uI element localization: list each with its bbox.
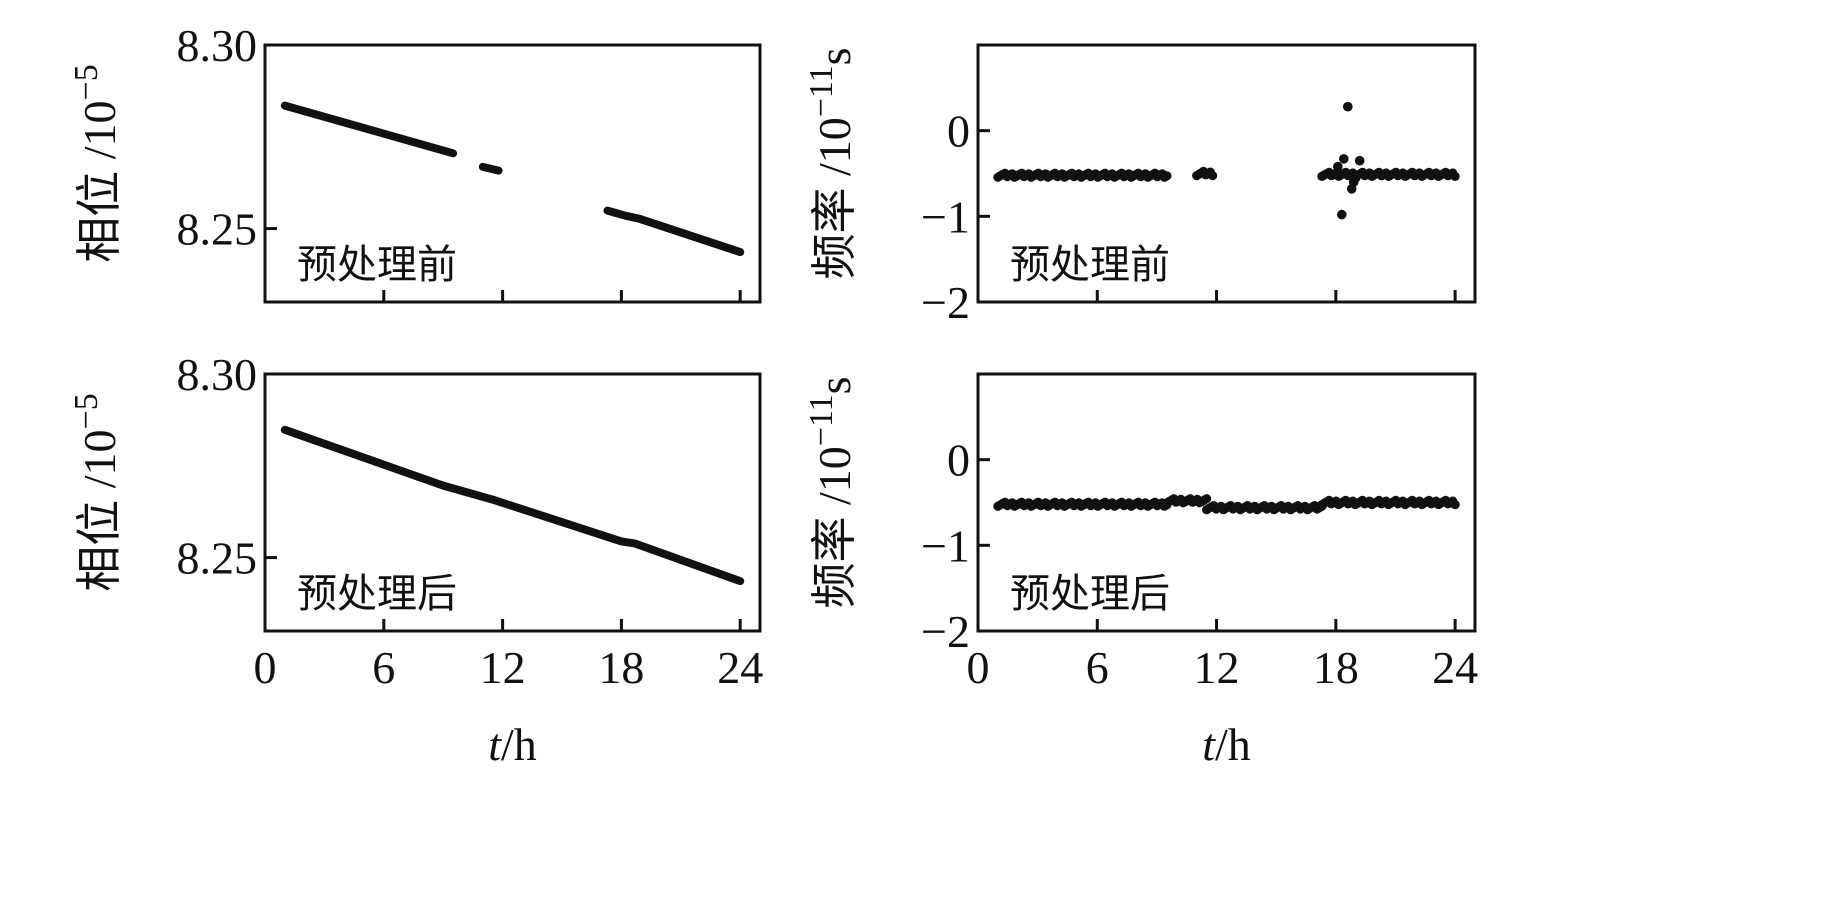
plot-frame xyxy=(976,372,1477,633)
y-axis-label-main: 频率 /10 xyxy=(809,446,860,608)
data-point xyxy=(1162,171,1172,181)
panel-note: 预处理前 xyxy=(1010,242,1170,288)
x-tick-label: 12 xyxy=(480,642,526,693)
series-line xyxy=(478,162,503,175)
panel-note: 预处理前 xyxy=(297,242,457,288)
x-tick-label: 24 xyxy=(1432,642,1478,693)
y-axis-label-main: 相位 /10 xyxy=(74,429,125,591)
y-tick-label: 8.30 xyxy=(177,349,258,400)
plot-frame xyxy=(263,43,762,304)
x-tick-label: 6 xyxy=(1086,642,1109,693)
y-tick-label: −1 xyxy=(921,191,970,242)
x-axis-label-var: t xyxy=(488,719,502,770)
series-line xyxy=(280,425,745,586)
data-point xyxy=(1450,500,1460,510)
y-tick-label: −2 xyxy=(921,277,970,328)
outlier-point xyxy=(1337,209,1347,220)
x-tick-label: 18 xyxy=(1313,642,1359,693)
panel-phase-before: 8.25 8.30 预处理前 相位 /10−5 xyxy=(68,20,762,304)
x-axis-label-unit: /h xyxy=(1215,719,1251,770)
y-tick-label: 8.30 xyxy=(177,20,258,71)
x-tick-label: 6 xyxy=(372,642,395,693)
y-axis-label-exponent: −11 xyxy=(803,394,840,446)
data-point xyxy=(1450,171,1460,181)
x-tick-label: 0 xyxy=(254,642,277,693)
y-tick-label: 0 xyxy=(947,106,970,157)
panel-note: 预处理后 xyxy=(1010,571,1170,617)
y-axis-label: 频率 /10−11s xyxy=(803,376,861,608)
x-tick-label: 24 xyxy=(717,642,763,693)
x-tick-label: 0 xyxy=(967,642,990,693)
y-axis-label: 相位 /10−5 xyxy=(68,393,126,591)
y-axis-label-exponent: −5 xyxy=(68,393,105,429)
panel-phase-after: 0 6 12 18 24 8.25 8.30 预处理后 相位 /10−5 xyxy=(68,349,764,693)
x-axis-label-var: t xyxy=(1202,719,1216,770)
x-tick-label: 12 xyxy=(1194,642,1240,693)
y-tick-label: −1 xyxy=(921,520,970,571)
panel-note: 预处理后 xyxy=(297,571,457,617)
y-axis-label-unit: s xyxy=(809,376,860,394)
outlier-point xyxy=(1354,155,1365,166)
y-tick-label: −2 xyxy=(921,606,970,657)
series-line xyxy=(280,101,458,158)
data-point xyxy=(1208,171,1218,181)
y-tick-label: 0 xyxy=(947,435,970,486)
x-axis-label: t/h xyxy=(488,719,537,770)
y-axis-label-exponent: −5 xyxy=(68,64,105,100)
plot-frame xyxy=(263,372,762,633)
y-axis-label-unit: s xyxy=(809,47,860,65)
y-axis-label-main: 频率 /10 xyxy=(809,117,860,279)
y-axis-label-main: 相位 /10 xyxy=(74,100,125,262)
outlier-point xyxy=(1350,173,1361,183)
x-axis-label: t/h xyxy=(1202,719,1251,770)
x-tick-label: 18 xyxy=(598,642,644,693)
y-axis-label: 相位 /10−5 xyxy=(68,64,126,262)
plot-frame xyxy=(976,43,1477,304)
x-axis-label-unit: /h xyxy=(501,719,537,770)
outlier-point xyxy=(1343,101,1353,112)
series-line xyxy=(603,206,745,257)
outlier-point xyxy=(1339,154,1349,164)
y-axis-label: 频率 /10−11s xyxy=(803,47,861,279)
y-tick-label: 8.25 xyxy=(177,533,258,584)
panel-freq-after: 0 6 12 18 24 −2 −1 0 预处理后 频率 /10−11s xyxy=(803,372,1478,693)
outlier-point xyxy=(1333,161,1343,172)
y-tick-label: 8.25 xyxy=(177,204,258,255)
panel-freq-before: −2 −1 0 预处理前 频率 /10−11s xyxy=(803,43,1477,328)
y-axis-label-exponent: −11 xyxy=(803,65,840,117)
data-point xyxy=(1202,494,1212,504)
